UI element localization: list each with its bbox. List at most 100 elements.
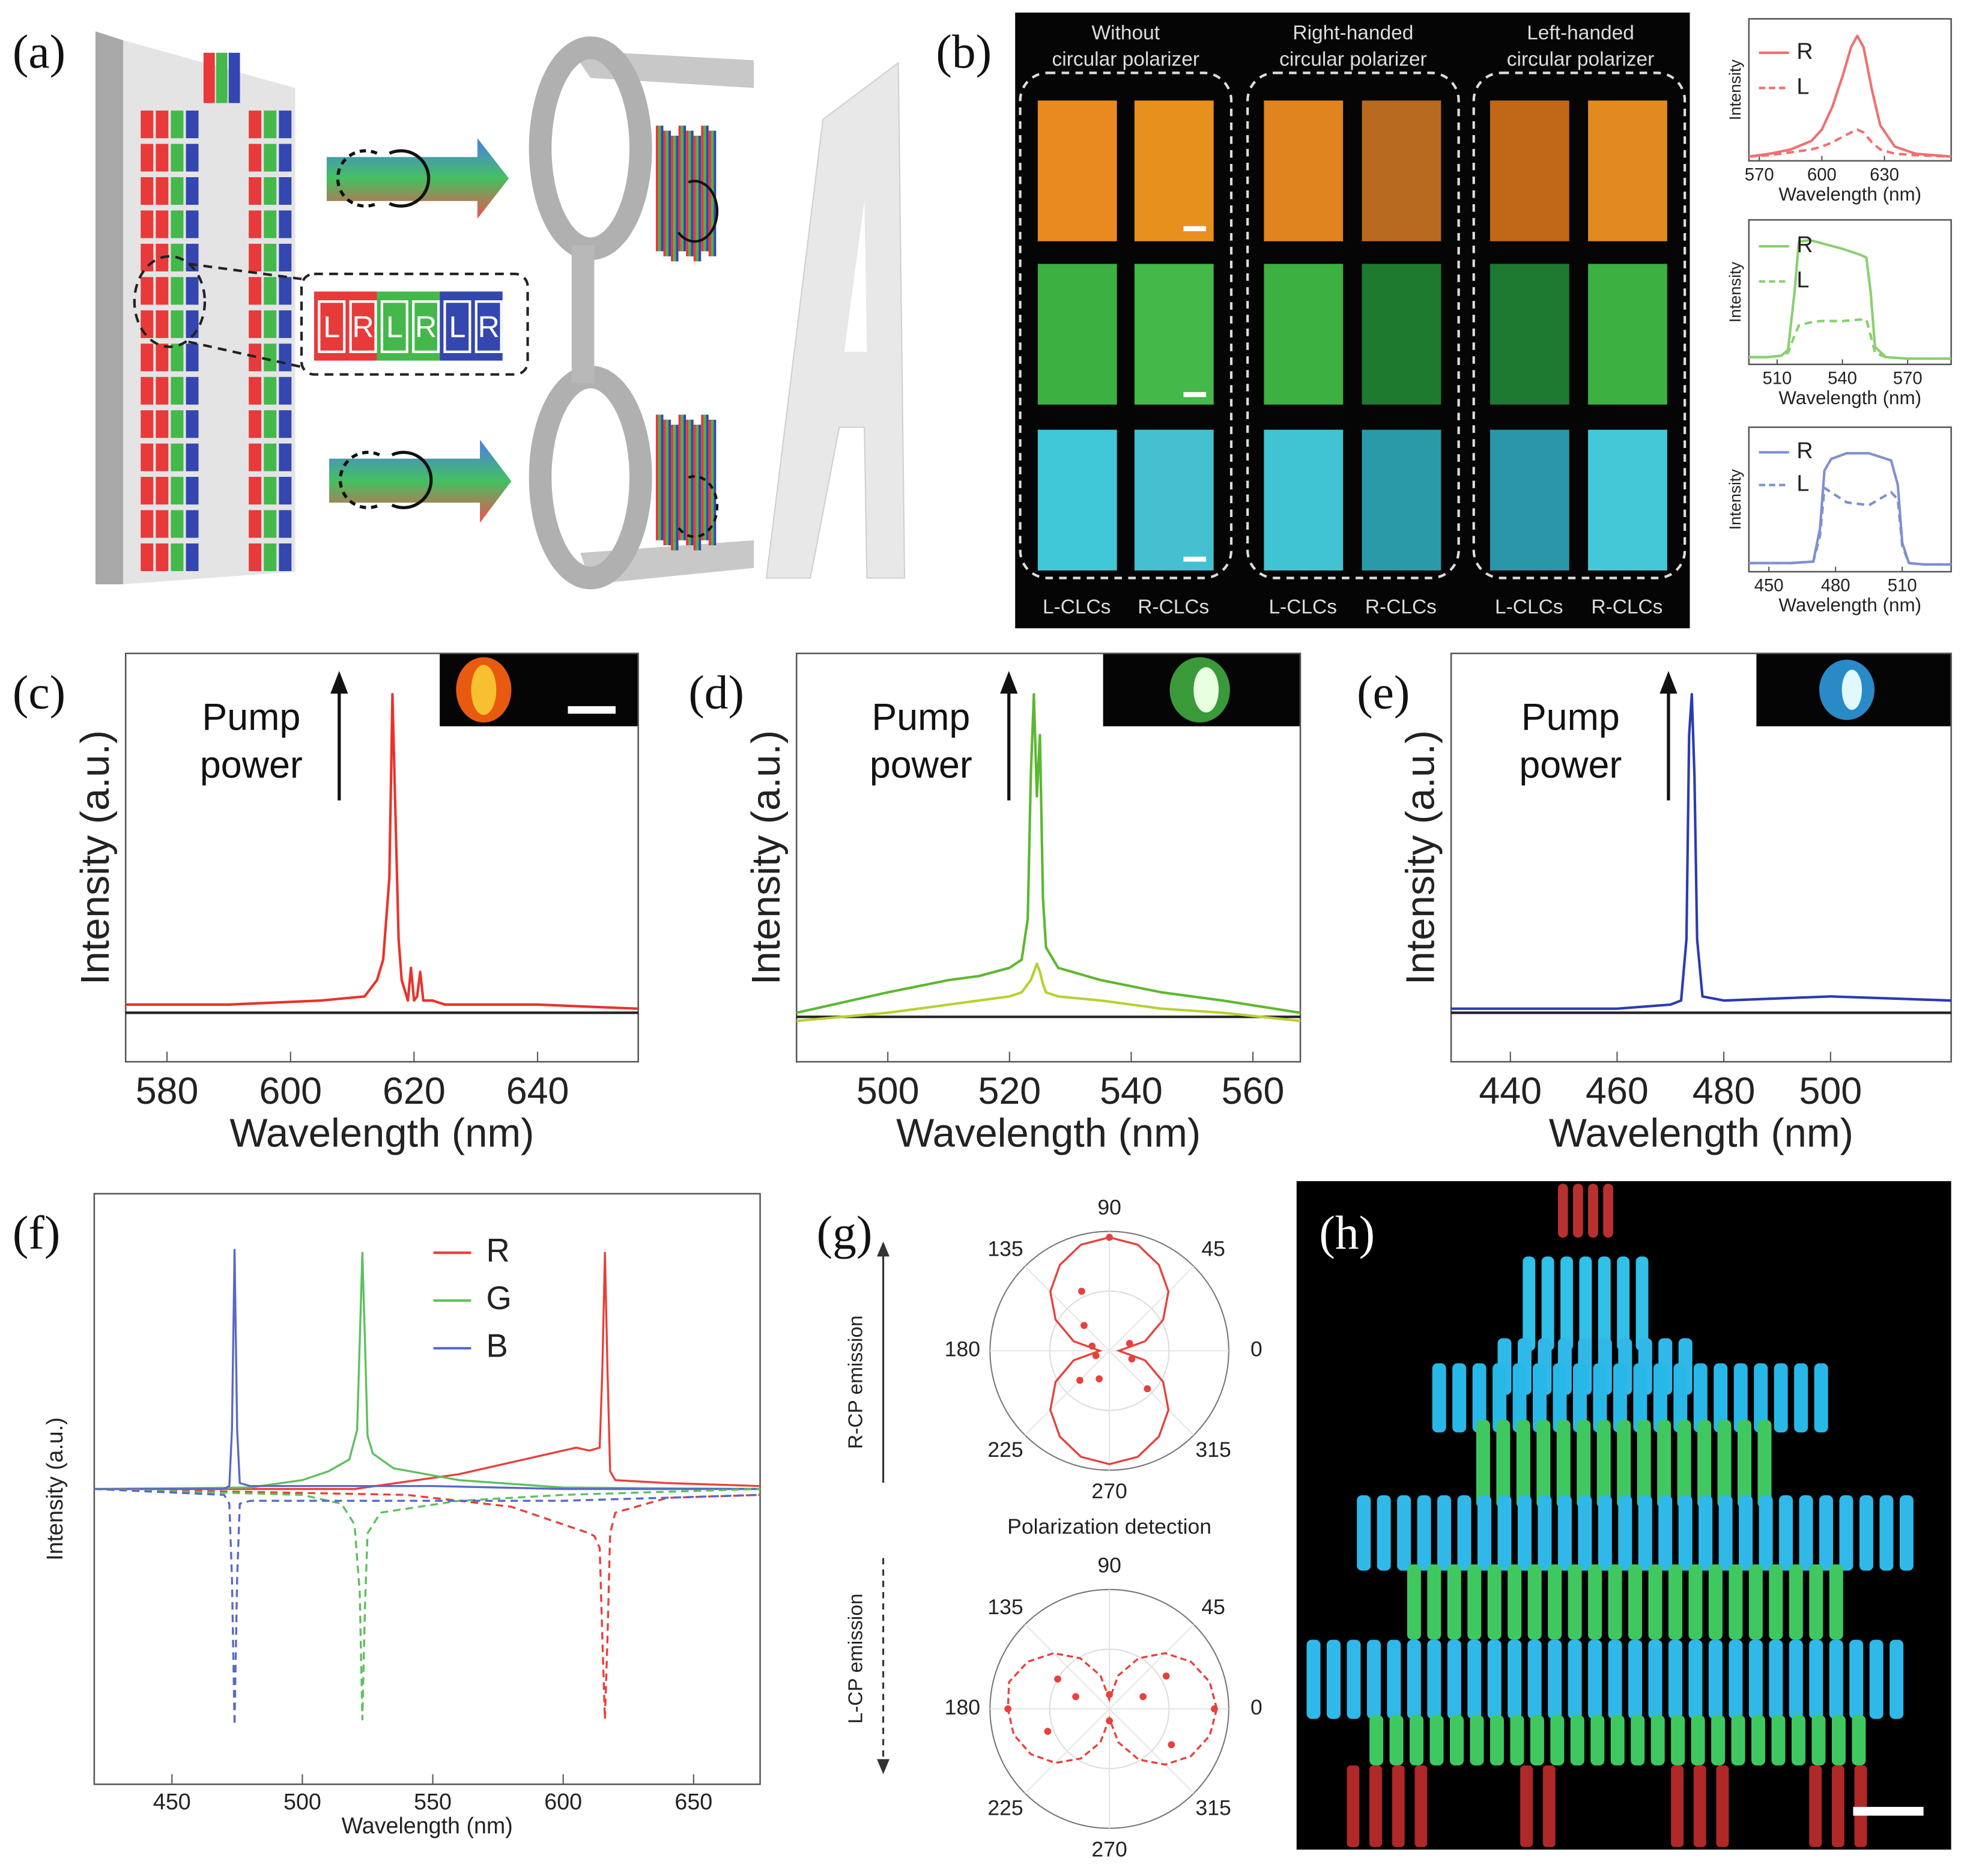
pixel-bar xyxy=(156,543,169,572)
column-header: Without xyxy=(1092,22,1160,44)
device-pixel xyxy=(1809,1564,1823,1640)
device-pixel xyxy=(1548,1564,1562,1640)
device-pixel xyxy=(1668,1639,1682,1719)
device-pixel xyxy=(1516,1420,1530,1508)
theta-tick-label: 270 xyxy=(1091,1479,1127,1503)
pixel-bar xyxy=(171,510,184,538)
pixel-label: R xyxy=(352,310,374,343)
pixel-bar xyxy=(141,343,154,372)
device-pixel xyxy=(1890,1639,1904,1719)
plot-frame xyxy=(795,652,1302,1063)
pixel-bar xyxy=(141,277,154,305)
pixel-frame xyxy=(318,300,346,353)
annotation-arrowhead xyxy=(1659,671,1678,694)
sample-photo xyxy=(1134,429,1214,570)
pixel-bar xyxy=(186,144,199,172)
polar-point xyxy=(1054,1675,1061,1683)
axis-note: L-CP emission xyxy=(844,1593,867,1723)
legend-label: R xyxy=(1796,438,1813,463)
y-axis-label: Intensity (a.u.) xyxy=(744,730,789,985)
series-line xyxy=(796,962,1301,1023)
device-pixel xyxy=(1628,1564,1643,1640)
series-line xyxy=(94,1487,760,1726)
axis-note: R-CP emission xyxy=(844,1315,867,1449)
device-pixel xyxy=(1708,1639,1723,1719)
mini-pixel xyxy=(714,130,717,256)
device-pixel xyxy=(1467,1564,1482,1640)
device-pixel xyxy=(1678,1495,1693,1571)
mini-pixel xyxy=(683,126,686,252)
device-pixel xyxy=(1729,1639,1743,1719)
mini-pixel xyxy=(693,425,696,551)
annotation: Pump xyxy=(871,697,970,739)
device-pixel xyxy=(1688,1564,1703,1640)
device-pixel xyxy=(1748,1564,1763,1640)
device-pixel xyxy=(1829,1564,1843,1640)
sample-photo xyxy=(1134,100,1214,241)
device-pixel xyxy=(1638,1495,1652,1571)
device-pixel xyxy=(1691,1715,1705,1766)
mini-pixel xyxy=(699,425,702,551)
mini-pixel xyxy=(693,135,696,262)
mini-pixel xyxy=(655,126,659,252)
annotation: Pump xyxy=(1521,697,1620,739)
mini-pixel xyxy=(665,419,668,546)
device-pixel xyxy=(1839,1495,1853,1571)
device-pixel xyxy=(1497,1495,1512,1571)
device-pixel xyxy=(1711,1715,1726,1766)
device-pixel xyxy=(1648,1564,1662,1640)
pixel-bar xyxy=(249,210,262,238)
series-line xyxy=(1748,238,1951,360)
panel-h-image xyxy=(1296,1181,1951,1850)
pixel-bar xyxy=(264,510,277,538)
sample-photo xyxy=(1588,429,1667,570)
device-pixel xyxy=(1733,1363,1748,1433)
legend-label: B xyxy=(486,1328,508,1364)
pixel-bar xyxy=(264,144,277,172)
mini-pixel xyxy=(703,126,706,252)
device-pixel xyxy=(1748,1639,1763,1719)
pixel-bar xyxy=(141,310,154,338)
mini-pixel xyxy=(663,419,666,546)
device-pixel xyxy=(1852,1715,1866,1766)
x-axis-label: Wavelength (nm) xyxy=(1549,1110,1853,1155)
panel-label: (f) xyxy=(13,1206,60,1259)
x-tick-label: 600 xyxy=(1807,165,1837,184)
device-pixel xyxy=(1677,1420,1691,1508)
pixel-label: L xyxy=(449,310,465,343)
plot-frame xyxy=(1748,426,1952,573)
theta-tick-label: 90 xyxy=(1097,1195,1121,1219)
pixel-bar xyxy=(279,210,292,238)
device-pixel xyxy=(1637,1420,1651,1508)
device-pixel xyxy=(1510,1715,1524,1766)
polar-spoke xyxy=(1109,1350,1195,1436)
pixel-bar xyxy=(186,177,199,205)
device-pixel xyxy=(1437,1495,1452,1571)
pixel-bar xyxy=(279,243,292,271)
pixel-bar xyxy=(186,443,199,471)
polar-point xyxy=(1080,1322,1088,1330)
sample-photo xyxy=(1037,429,1117,570)
scale-bar xyxy=(1183,556,1207,562)
device-pixel xyxy=(1476,1420,1490,1508)
polar-point xyxy=(1211,1705,1218,1713)
device-pixel xyxy=(1814,1363,1828,1433)
x-tick-label: 620 xyxy=(383,1070,446,1112)
theta-tick-label: 45 xyxy=(1201,1237,1225,1261)
device-pixel xyxy=(1849,1639,1864,1719)
pixel-bar xyxy=(264,410,277,438)
device-pixel xyxy=(1550,1715,1565,1766)
theta-tick-label: 0 xyxy=(1250,1337,1262,1361)
pixel-bar xyxy=(249,377,262,405)
pixel-bar xyxy=(186,410,199,438)
pixel-bar xyxy=(249,410,262,438)
mini-pixel xyxy=(708,130,711,256)
sample-photo xyxy=(1264,100,1344,241)
sample-photo xyxy=(1490,264,1569,405)
device-pixel xyxy=(1588,1639,1602,1719)
polar-spoke xyxy=(1109,1624,1195,1710)
legend-label: L xyxy=(1796,267,1809,292)
device-pixel xyxy=(1598,1495,1612,1571)
pixel-label: R xyxy=(478,310,500,343)
